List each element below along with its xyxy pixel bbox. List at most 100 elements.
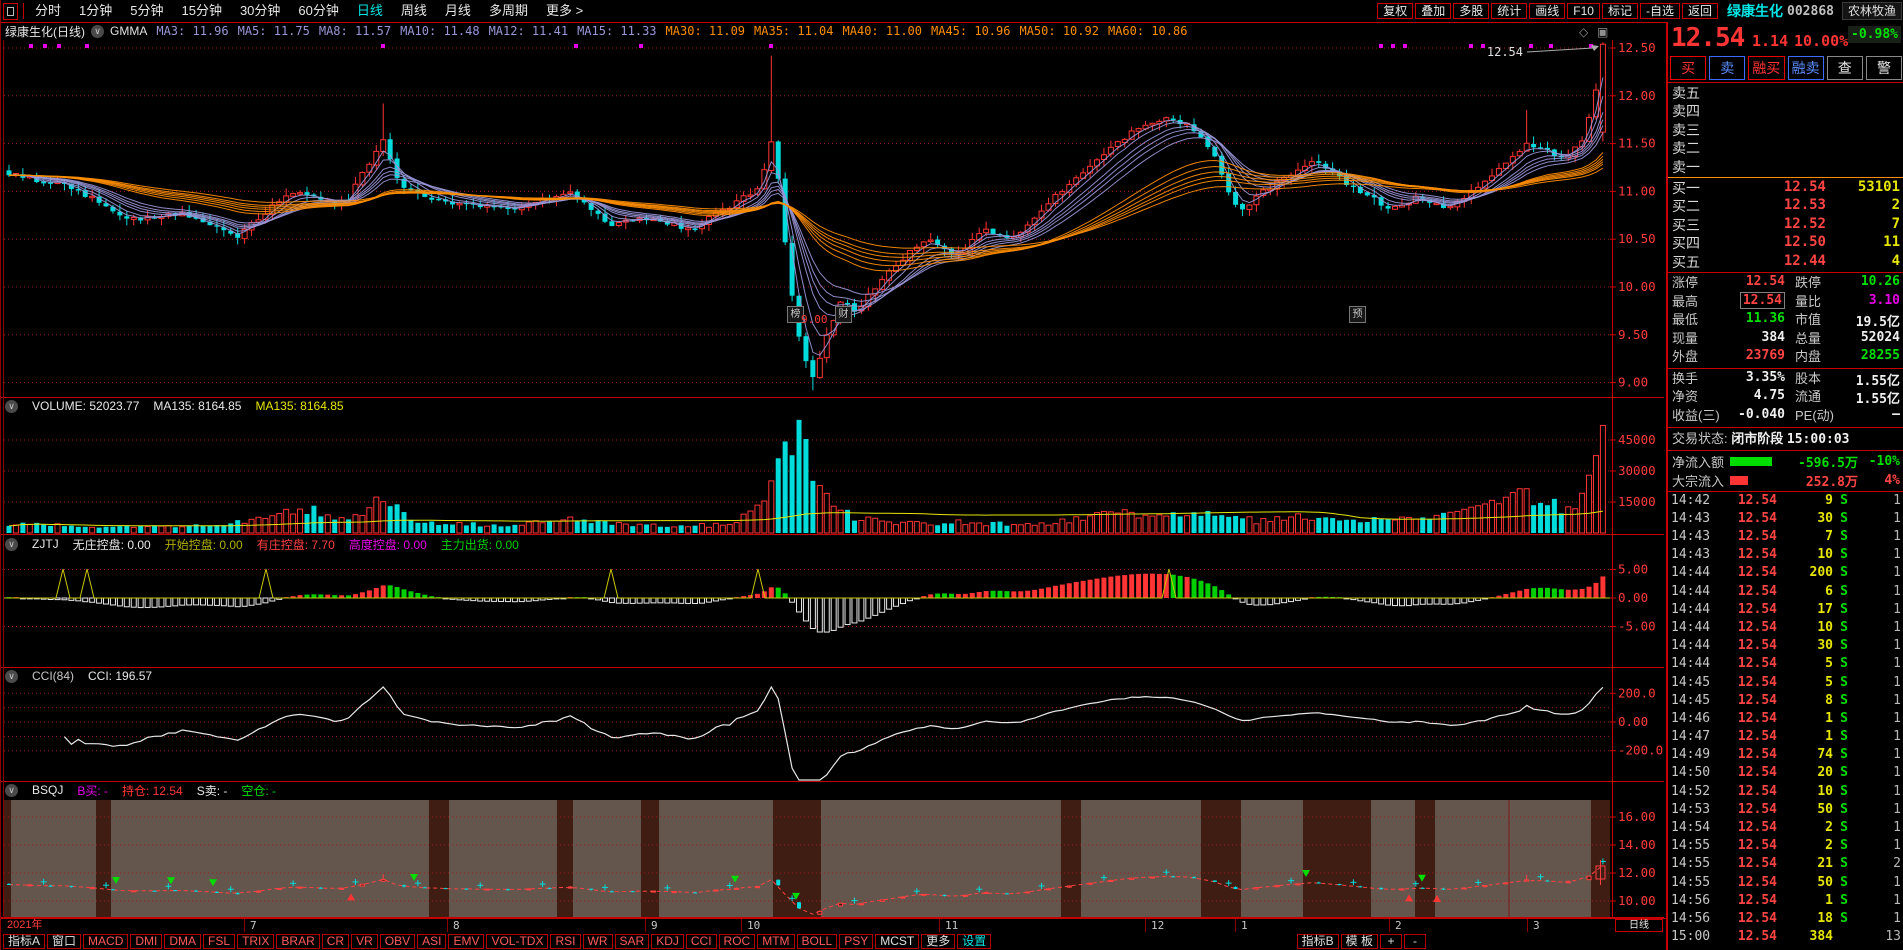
period-tab[interactable]: 月线 [444, 3, 471, 18]
topbar-action-button[interactable]: 多股 [1453, 3, 1490, 19]
indicator-button[interactable]: MCST [875, 934, 920, 949]
indicator-button[interactable]: DMI [130, 934, 163, 949]
period-tab[interactable]: 更多 > [545, 3, 584, 18]
level-label: 买四 [1672, 235, 1700, 252]
ma-value: MA8: 11.57 [318, 24, 392, 38]
collapse-icon[interactable]: ∨ [5, 537, 18, 551]
tick-side: S [1840, 892, 1848, 908]
topbar-action-button[interactable]: 叠加 [1415, 3, 1452, 19]
indicator-button[interactable]: TRIX [237, 934, 275, 949]
tick-count: 1 [1893, 820, 1901, 836]
buy-level-row[interactable]: 买三 12.52 7 [1668, 216, 1903, 234]
collapse-icon[interactable]: ∨ [5, 783, 18, 797]
news-flag[interactable]: 榜 [787, 306, 804, 323]
sell-level-row[interactable]: 卖二 [1668, 139, 1903, 157]
tick-price: 12.54 [1737, 765, 1777, 781]
period-tab[interactable]: 多周期 [488, 3, 528, 18]
period-tab[interactable]: 日线 [356, 3, 383, 18]
period-tab[interactable]: 1分钟 [79, 3, 113, 18]
indicator-button[interactable]: VR [351, 934, 378, 949]
window-icon[interactable] [3, 2, 18, 20]
news-flag[interactable]: 预 [1349, 306, 1366, 323]
indicator-button[interactable]: MTM [757, 934, 795, 949]
chart-canvas[interactable]: 12.50 12.00 11.50 11.00 10.50 10.00 9.50 9.00 45… [1, 40, 1666, 918]
topbar-action-button[interactable]: -自选 [1640, 3, 1680, 19]
toolbar-right-button[interactable]: 指标B [1296, 934, 1339, 949]
trade-button[interactable]: 警 [1865, 56, 1903, 80]
tick-count: 13 [1885, 929, 1901, 945]
chart-area[interactable]: 12.50 12.00 11.50 11.00 10.50 10.00 9.50 9.00 45… [1, 40, 1666, 918]
indicator-button[interactable]: SAR [614, 934, 650, 949]
trade-buttons: 买卖融买 融卖查警 [1668, 56, 1903, 80]
indicator-button[interactable]: RSI [550, 934, 581, 949]
period-tab[interactable]: 30分钟 [239, 3, 281, 18]
stat-label: PE(动) [1795, 408, 1835, 424]
period-tab[interactable]: 60分钟 [298, 3, 339, 18]
stock-code: 002868 [1787, 3, 1834, 19]
split-window-icon[interactable]: ▣ [1597, 25, 1609, 39]
collapse-icon[interactable]: ∨ [5, 669, 18, 683]
buy-level-row[interactable]: 买一 12.54 53101 [1668, 179, 1903, 197]
indicator-button[interactable]: BRAR [276, 934, 320, 949]
period-label-box[interactable]: 日线 [1615, 919, 1663, 932]
trade-button[interactable]: 融卖 [1787, 56, 1824, 80]
tick-side: S [1840, 638, 1848, 654]
tick-time: 14:44 [1671, 583, 1711, 599]
industry-tag[interactable]: 农林牧渔 [1841, 2, 1902, 20]
indicator-button[interactable]: ROC [718, 934, 756, 949]
buy-level-row[interactable]: 买二 12.53 2 [1668, 197, 1903, 215]
topbar-action-button[interactable]: 画线 [1529, 3, 1566, 19]
trade-button[interactable]: 买 [1670, 56, 1707, 80]
diamond-icon[interactable]: ◇ [1579, 25, 1589, 39]
indicator-button[interactable]: CCI [685, 934, 717, 949]
buy-level-row[interactable]: 买五 12.44 4 [1668, 253, 1903, 271]
indicator-button[interactable]: 设置 [957, 934, 992, 949]
toolbar-right-button[interactable]: + [1380, 934, 1402, 949]
indicator-button[interactable]: EMV [448, 934, 485, 949]
tick-price: 12.54 [1737, 783, 1777, 799]
indicator-button[interactable]: ASI [417, 934, 447, 949]
buy-level-row[interactable]: 买四 12.50 11 [1668, 234, 1903, 252]
topbar-action-button[interactable]: 返回 [1682, 3, 1719, 19]
sell-level-row[interactable]: 卖四 [1668, 102, 1903, 120]
news-flag[interactable]: 财 [835, 306, 852, 323]
trade-button[interactable]: 融买 [1748, 56, 1785, 80]
svg-text:0.00: 0.00 [1618, 714, 1648, 729]
collapse-icon[interactable]: ∨ [91, 24, 104, 38]
tick-volume: 1 [1825, 710, 1833, 726]
indicator-button[interactable]: MACD [83, 934, 129, 949]
trade-button[interactable]: 卖 [1709, 56, 1746, 80]
indicator-button[interactable]: DMA [164, 934, 202, 949]
sell-level-row[interactable]: 卖一 [1668, 158, 1903, 176]
indicator-button[interactable]: 指标A [3, 934, 46, 949]
indicator-button[interactable]: PSY [839, 934, 874, 949]
indicator-button[interactable]: 更多 [921, 934, 956, 949]
indicator-button[interactable]: 窗口 [47, 934, 82, 949]
indicator-button[interactable]: BOLL [796, 934, 838, 949]
toolbar-right-button[interactable]: 模 板 [1340, 934, 1378, 949]
indicator-button[interactable]: FSL [203, 934, 236, 949]
period-tab[interactable]: 周线 [400, 3, 427, 18]
period-tab[interactable]: 15分钟 [181, 3, 222, 18]
tick-row: 14:45 12.54 8 S 1 [1668, 693, 1903, 711]
trade-button[interactable]: 查 [1826, 56, 1863, 80]
period-tab[interactable]: 分时 [35, 3, 62, 18]
period-tab[interactable]: 5分钟 [130, 3, 164, 18]
indicator-button[interactable]: OBV [379, 934, 416, 949]
collapse-icon[interactable]: ∨ [5, 399, 18, 413]
flow-label: 大宗流入 [1672, 473, 1725, 489]
tick-volume: 30 [1817, 510, 1833, 526]
topbar-action-button[interactable]: F10 [1567, 3, 1600, 19]
indicator-button[interactable]: WR [582, 934, 613, 949]
indicator-button[interactable]: KDJ [651, 934, 684, 949]
toolbar-right-button[interactable]: - [1404, 934, 1426, 949]
topbar-action-button[interactable]: 复权 [1377, 3, 1414, 19]
ma-value: MA12: 11.41 [488, 24, 569, 38]
sell-level-row[interactable]: 卖五 [1668, 84, 1903, 102]
sell-level-row[interactable]: 卖三 [1668, 121, 1903, 139]
tick-trade-list[interactable]: 14:42 12.54 9 S 1 14:43 12.54 30 S 1 14:43 12.54 7 S 1… [1668, 493, 1903, 948]
indicator-button[interactable]: CR [321, 934, 350, 949]
indicator-button[interactable]: VOL-TDX [486, 934, 549, 949]
topbar-action-button[interactable]: 标记 [1601, 3, 1638, 19]
topbar-action-button[interactable]: 统计 [1491, 3, 1528, 19]
